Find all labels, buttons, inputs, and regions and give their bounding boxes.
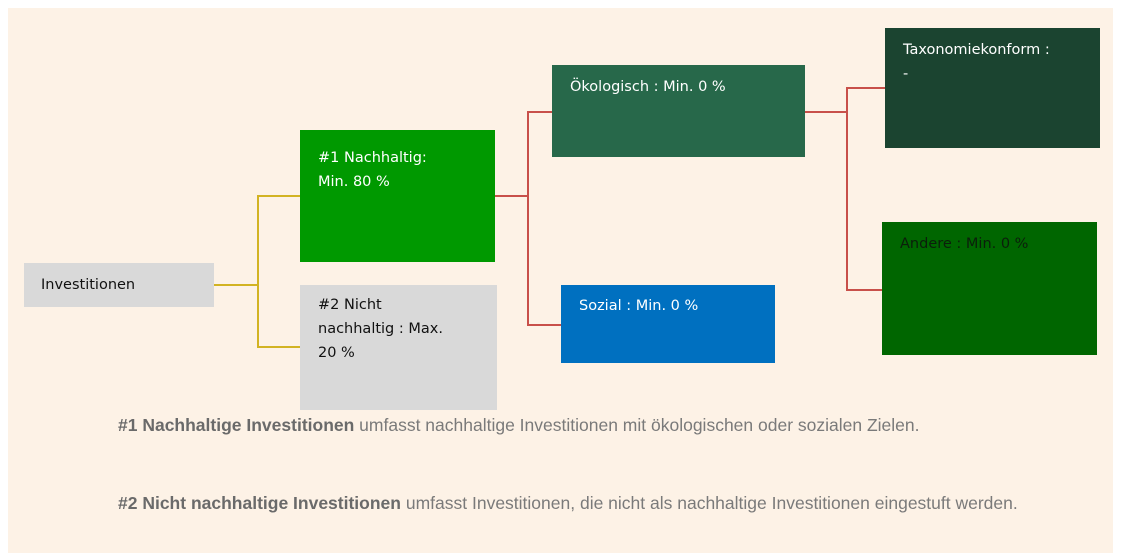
node-label: #1 Nachhaltig: bbox=[318, 150, 427, 166]
note-bold: #2 Nicht nachhaltige Investitionen bbox=[118, 493, 401, 513]
node: #1 Nachhaltig: Min. 80 % bbox=[300, 130, 495, 262]
node-label: Taxonomiekonform : bbox=[903, 42, 1050, 58]
node: Taxonomiekonform : - bbox=[885, 28, 1100, 148]
connector bbox=[257, 195, 300, 348]
note: #1 Nachhaltige Investitionen umfasst nac… bbox=[118, 414, 1090, 436]
node-label: - bbox=[903, 66, 909, 82]
connector bbox=[527, 111, 561, 326]
connector bbox=[846, 87, 885, 291]
node: Investitionen bbox=[24, 263, 214, 307]
node-label: Min. 80 % bbox=[318, 174, 390, 190]
node-label: nachhaltig : Max. bbox=[318, 321, 443, 337]
note-text: umfasst nachhaltige Investitionen mit ök… bbox=[354, 415, 920, 435]
node-label: 20 % bbox=[318, 345, 355, 361]
node: Sozial : Min. 0 % bbox=[561, 285, 775, 363]
note-text: umfasst Investitionen, die nicht als nac… bbox=[400, 493, 1018, 513]
node-label: #2 Nicht bbox=[318, 297, 382, 313]
node-label: Investitionen bbox=[41, 277, 136, 293]
node: Ökologisch : Min. 0 % bbox=[552, 65, 805, 157]
node-label: Sozial : Min. 0 % bbox=[579, 298, 699, 314]
red-connector bbox=[495, 87, 885, 326]
node: #2 Nicht nachhaltig : Max. 20 % bbox=[300, 285, 497, 410]
note-bold: #1 Nachhaltige Investitionen bbox=[118, 415, 355, 435]
note: #2 Nicht nachhaltige Investitionen umfas… bbox=[118, 492, 1090, 514]
yellow-connector bbox=[214, 195, 300, 348]
node-label: Ökologisch : Min. 0 % bbox=[570, 79, 726, 95]
node: Andere : Min. 0 % bbox=[882, 222, 1097, 355]
node-label: Andere : Min. 0 % bbox=[900, 236, 1029, 252]
